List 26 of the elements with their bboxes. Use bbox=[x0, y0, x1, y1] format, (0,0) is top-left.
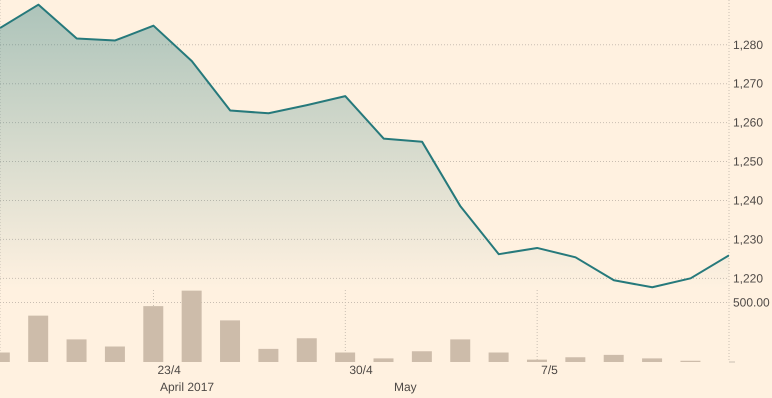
y-tick-label: 1,240 bbox=[733, 193, 764, 208]
bar bbox=[488, 352, 509, 362]
text: May bbox=[394, 380, 417, 394]
bar bbox=[28, 316, 48, 362]
bar bbox=[104, 346, 125, 362]
y-tick-label: 1,260 bbox=[733, 116, 764, 130]
bar bbox=[258, 348, 278, 362]
bar bbox=[642, 358, 662, 362]
bar bbox=[374, 358, 394, 362]
y-tick-label: 1,270 bbox=[733, 76, 764, 91]
y-tick-label: 1,280 bbox=[733, 38, 764, 52]
x-tick-label: 30/4 bbox=[349, 363, 373, 377]
x-tick-label: 7/5 bbox=[541, 363, 558, 377]
y-tick-label: 1,250 bbox=[733, 154, 764, 169]
y-tick-label: 1,220 bbox=[733, 271, 764, 286]
bar bbox=[412, 351, 432, 362]
bar bbox=[296, 338, 317, 362]
text: April 2017 bbox=[160, 380, 214, 394]
x-tick-label: 23/4 bbox=[157, 363, 182, 377]
bar bbox=[220, 320, 240, 362]
y-tick-label: 1,230 bbox=[733, 232, 764, 246]
bar bbox=[565, 357, 586, 362]
y-tick-label: 500.00 bbox=[733, 295, 770, 310]
bar bbox=[450, 339, 470, 362]
bar bbox=[66, 339, 87, 362]
bar bbox=[604, 354, 624, 362]
